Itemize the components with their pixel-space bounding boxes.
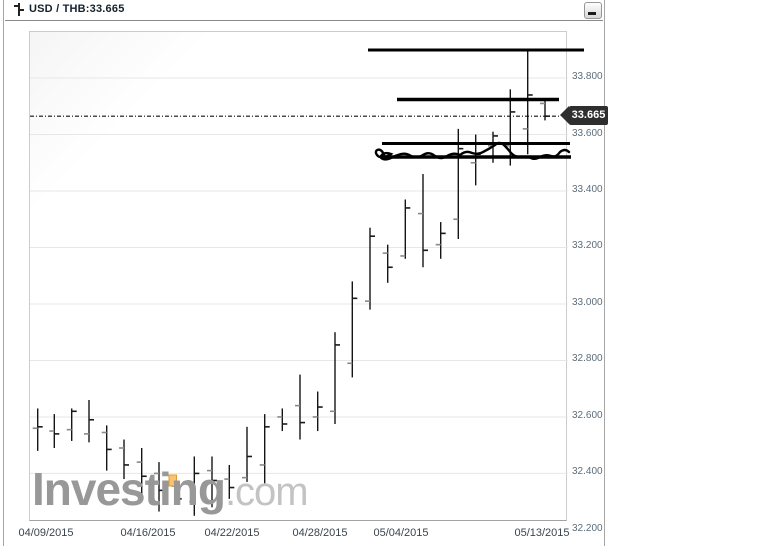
minimize-icon bbox=[588, 12, 596, 15]
y-axis-label: 33.000 bbox=[572, 296, 603, 308]
x-axis-label: 05/04/2015 bbox=[373, 527, 429, 539]
y-axis-label: 32.800 bbox=[572, 353, 603, 365]
x-axis-label: 04/09/2015 bbox=[18, 527, 74, 539]
price-tag-value: 33.665 bbox=[571, 108, 606, 121]
chart-widget: USD / THB:33.665 Investing.com 33.800 33.… bbox=[3, 0, 608, 546]
y-axis-label: 32.400 bbox=[572, 466, 603, 478]
watermark-suffix: .com bbox=[224, 470, 309, 514]
y-axis-label: 32.200 bbox=[572, 522, 603, 534]
event-flag-marker[interactable] bbox=[168, 474, 177, 487]
x-axis-label: 04/28/2015 bbox=[292, 527, 348, 539]
chart-plot-area[interactable] bbox=[29, 31, 584, 521]
watermark-main: Investing bbox=[32, 463, 226, 515]
minimize-button[interactable] bbox=[584, 2, 602, 19]
y-axis-label: 33.400 bbox=[572, 184, 603, 195]
chart-titlebar: USD / THB:33.665 bbox=[4, 0, 604, 20]
y-axis-label: 33.800 bbox=[572, 71, 603, 83]
x-axis-label: 04/16/2015 bbox=[120, 527, 176, 539]
price-tag-arrow bbox=[560, 105, 569, 124]
y-axis-label: 33.200 bbox=[572, 240, 603, 252]
y-axis-label: 32.600 bbox=[572, 409, 603, 421]
watermark-investing: Investing.com bbox=[32, 462, 309, 516]
x-axis-label: 04/22/2015 bbox=[204, 527, 260, 539]
x-axis-label: 05/13/2015 bbox=[514, 527, 570, 539]
last-price-tag: 33.665 bbox=[560, 105, 608, 125]
drawn-squiggle-line[interactable] bbox=[374, 141, 571, 161]
chart-title: USD / THB:33.665 bbox=[29, 3, 125, 15]
y-axis-label: 33.600 bbox=[572, 127, 603, 139]
titlebar-divider bbox=[5, 20, 603, 21]
ohlc-bar-icon bbox=[14, 2, 24, 17]
